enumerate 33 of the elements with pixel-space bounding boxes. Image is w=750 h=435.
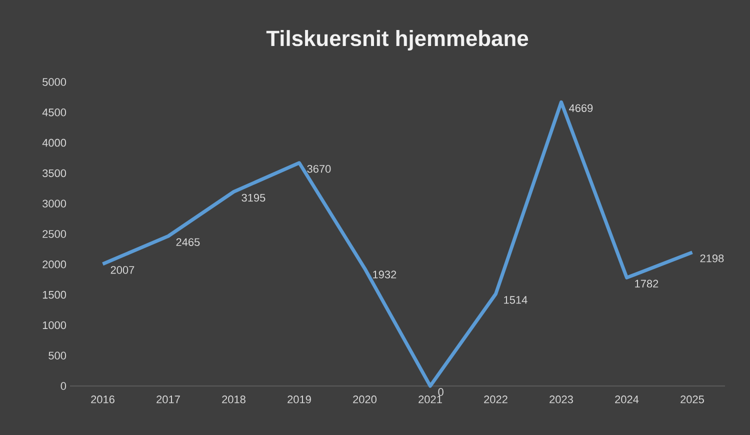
x-tick-label: 2024 (615, 396, 639, 404)
x-tick-label: 2021 (418, 396, 442, 404)
data-label: 2198 (700, 254, 724, 262)
y-tick-label: 1500 (42, 290, 66, 299)
y-tick-label: 0 (60, 382, 66, 390)
y-tick-label: 3000 (42, 200, 66, 208)
chart-title: Tilskuersnit hjemmebane (266, 30, 528, 50)
x-tick-label: 2022 (484, 396, 508, 404)
data-label: 1782 (635, 280, 658, 288)
x-tick-label: 2017 (156, 396, 180, 404)
data-label: 4669 (569, 104, 593, 112)
x-tick-label: 2020 (353, 396, 376, 404)
data-label: 3195 (242, 194, 266, 202)
data-label: 2007 (110, 266, 134, 274)
y-tick-label: 4500 (42, 108, 66, 116)
x-tick-label: 2018 (222, 396, 246, 404)
y-tick-label: 4000 (42, 138, 66, 147)
y-tick-label: 2500 (42, 230, 66, 238)
data-label: 1932 (373, 270, 396, 278)
y-tick-label: 2000 (42, 260, 66, 268)
data-label: 3670 (307, 164, 331, 173)
x-tick-label: 2025 (680, 396, 704, 404)
x-tick-label: 2023 (550, 396, 573, 404)
x-tick-label: 2016 (91, 396, 114, 404)
y-tick-label: 1000 (42, 321, 66, 330)
data-label: 0 (438, 388, 444, 396)
line-series (101, 100, 694, 388)
data-label: 1514 (504, 296, 528, 304)
y-tick-label: 5000 (42, 78, 66, 86)
y-tick-label: 500 (48, 352, 66, 360)
x-tick-label: 2019 (288, 396, 311, 404)
data-label: 2465 (176, 238, 200, 246)
y-tick-label: 3500 (42, 169, 66, 178)
